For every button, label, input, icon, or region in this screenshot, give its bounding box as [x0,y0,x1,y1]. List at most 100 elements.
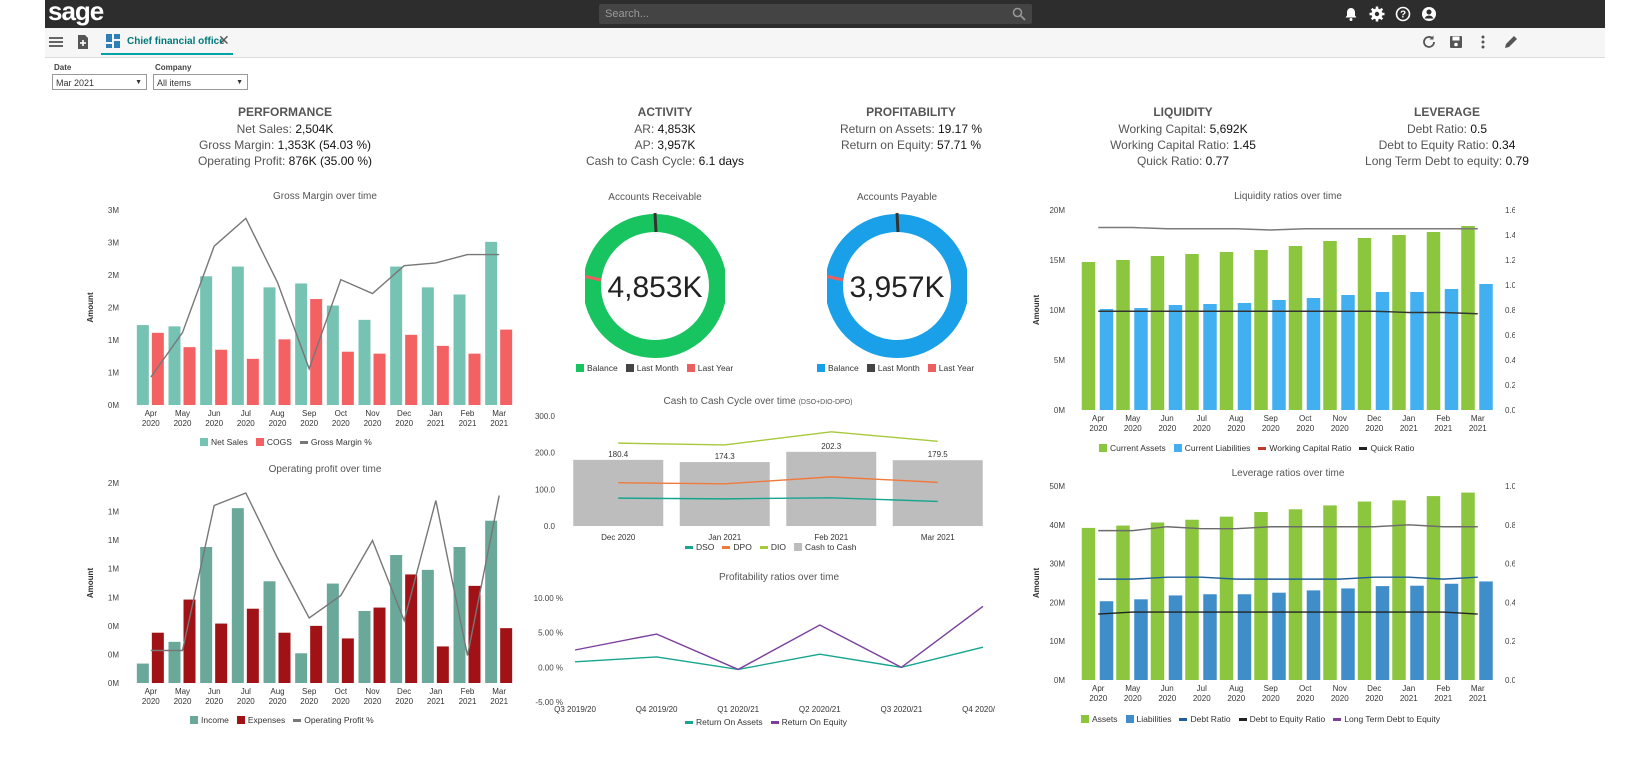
bar [136,663,149,683]
legend-item-expenses[interactable]: Expenses [236,715,285,725]
bar [1461,226,1475,410]
bell-icon[interactable] [1342,5,1360,23]
legend-item-last-year[interactable]: Last Year [686,363,733,373]
x-tick-label: 2020 [364,697,382,706]
x-tick-label: May [1125,684,1140,693]
new-page-icon[interactable] [75,34,91,50]
x-tick-label: Jan [429,687,442,696]
y-tick-label: 10M [1049,637,1065,646]
legend-item-working-capital-ratio[interactable]: Working Capital Ratio [1258,443,1351,453]
legend-item-dpo[interactable]: DPO [722,542,752,552]
bar [136,325,149,405]
search-input[interactable]: Search... [599,4,1032,24]
x-tick-label: 2020 [1158,424,1176,433]
bar [1410,292,1424,410]
sage-logo[interactable]: sage [48,0,104,26]
x-tick-label: 2020 [174,419,192,428]
account-icon[interactable] [1420,5,1438,23]
legend-item-last-month[interactable]: Last Month [866,363,920,373]
chevron-down-icon: ▼ [236,79,243,86]
bar [453,294,466,405]
help-icon[interactable]: ? [1394,5,1412,23]
legend-item-income[interactable]: Income [190,715,229,725]
x-tick-label: Oct [1299,414,1312,423]
bar [1357,501,1372,680]
legend-item-long-term-debt[interactable]: Long Term Debt to Equity [1333,714,1440,724]
legend-label: Operating Profit % [304,715,374,725]
y-tick-label: 15M [1049,256,1065,265]
bar [231,266,244,405]
legend-item-cogs[interactable]: COGS [255,437,292,447]
bar [1288,509,1303,680]
close-icon[interactable]: ✕ [218,32,230,48]
refresh-icon[interactable] [1421,34,1437,50]
y-tick-label: 2M [108,271,119,280]
x-tick-label: 2020 [395,419,413,428]
y2-tick-label: 0.0 [1505,406,1515,415]
kpi-row: Operating Profit: 876K (35.00 %) [185,153,385,169]
kpi-row: Quick Ratio: 0.77 [1083,153,1283,169]
legend-item-operating-profit[interactable]: Operating Profit % [293,715,374,725]
toolbar: Chief financial office ✕ [45,28,1605,58]
x-tick-label: Dec [1367,414,1381,423]
x-tick-label: Jan [1402,684,1415,693]
legend-item-dio[interactable]: DIO [759,542,786,552]
bar [1254,511,1268,680]
last-month-marker [653,212,658,233]
x-tick-label: 2020 [1262,694,1280,703]
x-tick-label: Nov [365,687,379,696]
x-tick-label: 2021 [427,419,445,428]
bar [1150,256,1165,410]
x-tick-label: 2021 [1400,694,1418,703]
legend-label: Last Month [636,363,679,373]
save-icon[interactable] [1448,34,1464,50]
legend-item-debt-ratio[interactable]: Debt Ratio [1179,714,1231,724]
edit-icon[interactable] [1503,34,1519,50]
kpi-title: ACTIVITY [637,105,693,119]
bar [1323,505,1337,680]
gear-icon[interactable] [1368,5,1386,23]
legend-item-cash-to-cash[interactable]: Cash to Cash [793,542,856,552]
bar [1306,590,1321,680]
kpi-row: Return on Assets: 19.17 % [811,121,1011,137]
legend-item-last-year[interactable]: Last Year [927,363,974,373]
series-line [1098,310,1478,315]
x-tick-label: 2020 [364,419,382,428]
legend-item-debt-to-equity[interactable]: Debt to Equity Ratio [1238,714,1325,724]
legend-item-gross-margin[interactable]: Gross Margin % [299,437,372,447]
menu-icon[interactable] [48,34,64,50]
y-tick-label: 20M [1049,598,1065,607]
x-tick-label: Q4 2020/21 [962,705,995,714]
legend-item-assets[interactable]: Assets [1081,714,1118,724]
legend-item-roa[interactable]: Return On Assets [685,717,763,727]
legend-item-current-liabilities[interactable]: Current Liabilities [1173,443,1250,453]
legend-item-balance[interactable]: Balance [817,363,859,373]
legend-item-current-assets[interactable]: Current Assets [1099,443,1166,453]
x-tick-label: 2020 [1193,424,1211,433]
bar [295,283,308,405]
legend-item-roe[interactable]: Return On Equity [770,717,847,727]
legend-item-quick-ratio[interactable]: Quick Ratio [1359,443,1414,453]
x-tick-label: 2020 [142,697,160,706]
legend-item-last-month[interactable]: Last Month [625,363,679,373]
x-tick-label: Mar [492,687,506,696]
legend-item-liabilities[interactable]: Liabilities [1125,714,1171,724]
y-tick-label: 0M [108,401,119,410]
y-tick-label: 5.00 % [538,629,563,638]
more-options-icon[interactable] [1475,34,1491,50]
date-select[interactable]: Mar 2021 ▼ [52,74,147,90]
x-tick-label: Apr [145,409,158,418]
x-tick-label: May [175,409,190,418]
x-tick-label: 2020 [269,419,287,428]
x-tick-label: 2020 [1296,694,1314,703]
kpi-leverage: LEVERAGE Debt Ratio: 0.5 Debt to Equity … [1347,104,1547,169]
bar [892,460,983,526]
accounts-receivable-title: Accounts Receivable [608,192,702,203]
legend-item-balance[interactable]: Balance [576,363,618,373]
legend-item-net-sales[interactable]: Net Sales [200,437,248,447]
tab-chief-financial-officer[interactable]: Chief financial office ✕ [101,28,233,55]
company-select[interactable]: All items ▼ [153,74,248,90]
legend-item-dso[interactable]: DSO [685,542,714,552]
series-line [618,431,938,446]
operating-profit-chart: Operating profit over time 0M 0M 0M 1M 1M 1M 1M… [86,465,513,706]
